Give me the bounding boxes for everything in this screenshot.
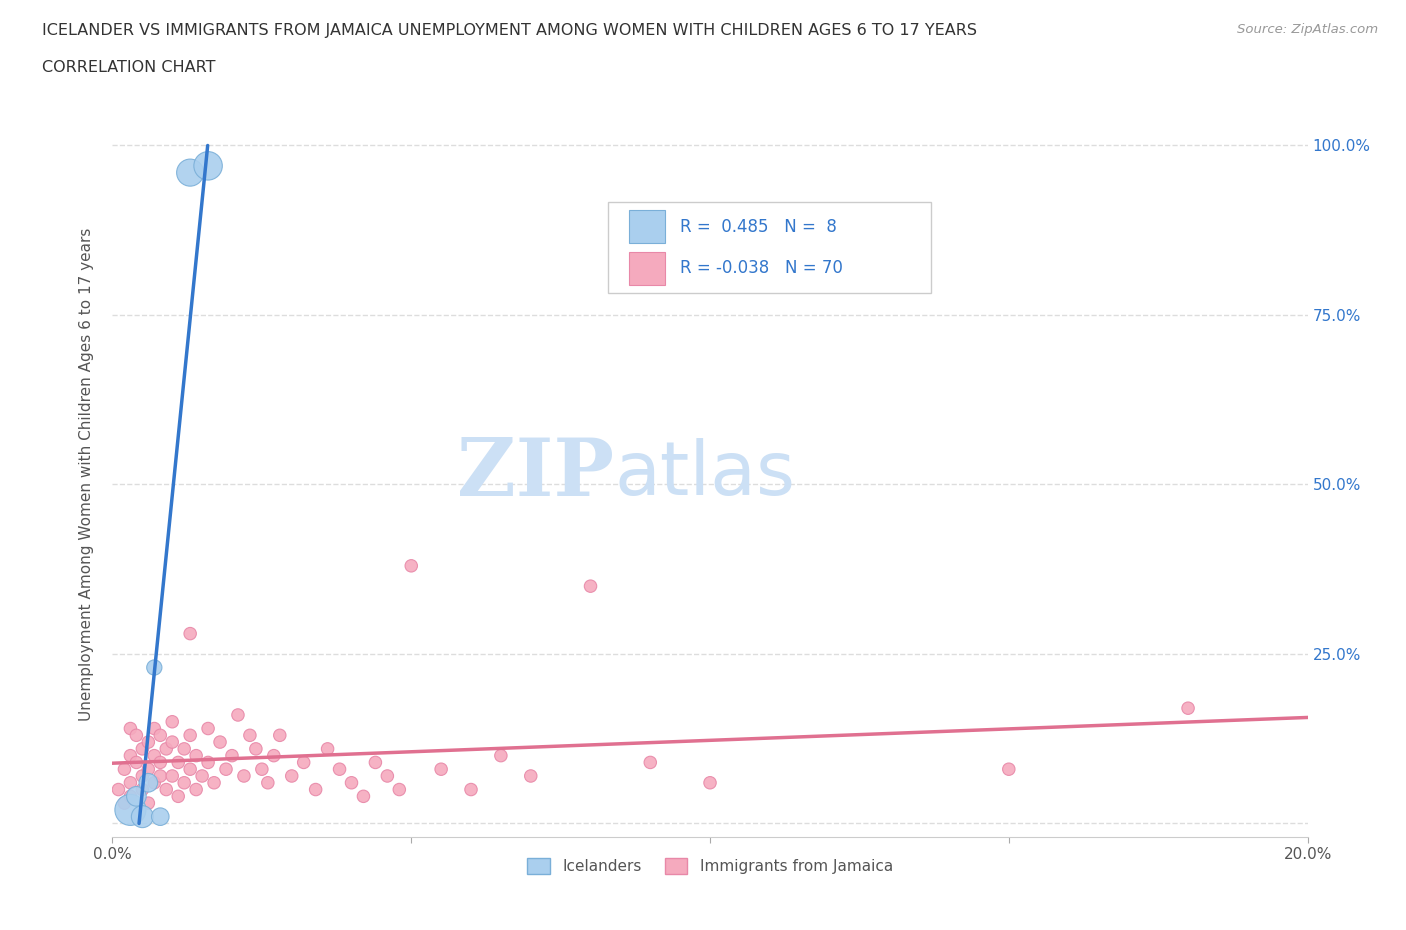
Point	[143, 721, 166, 736]
Point	[250, 762, 273, 777]
Point	[120, 721, 142, 736]
Point	[460, 782, 482, 797]
Point	[138, 735, 160, 750]
Point	[579, 578, 602, 593]
Point	[305, 782, 328, 797]
Point	[179, 166, 201, 180]
Point	[388, 782, 411, 797]
Point	[138, 796, 160, 811]
Point	[131, 782, 153, 797]
Point	[179, 728, 201, 743]
Legend: Icelanders, Immigrants from Jamaica: Icelanders, Immigrants from Jamaica	[522, 852, 898, 880]
Point	[149, 809, 172, 824]
Text: ICELANDER VS IMMIGRANTS FROM JAMAICA UNEMPLOYMENT AMONG WOMEN WITH CHILDREN AGES: ICELANDER VS IMMIGRANTS FROM JAMAICA UNE…	[42, 23, 977, 38]
Point	[149, 768, 172, 783]
Point	[329, 762, 352, 777]
Text: R = -0.038   N = 70: R = -0.038 N = 70	[681, 259, 844, 277]
Point	[131, 809, 153, 824]
Point	[191, 768, 214, 783]
Point	[173, 741, 195, 756]
Point	[186, 782, 208, 797]
Point	[125, 755, 148, 770]
Y-axis label: Unemployment Among Women with Children Ages 6 to 17 years: Unemployment Among Women with Children A…	[79, 228, 94, 721]
Point	[197, 755, 219, 770]
Point	[239, 728, 262, 743]
Point	[167, 755, 190, 770]
Point	[143, 660, 166, 675]
Point	[197, 158, 219, 173]
Point	[221, 749, 243, 764]
Point	[281, 768, 304, 783]
Point	[125, 789, 148, 804]
Point	[340, 776, 363, 790]
Point	[197, 721, 219, 736]
Point	[131, 768, 153, 783]
FancyBboxPatch shape	[609, 203, 931, 293]
Point	[120, 749, 142, 764]
Text: atlas: atlas	[614, 438, 796, 511]
Text: R =  0.485   N =  8: R = 0.485 N = 8	[681, 218, 837, 236]
Point	[107, 782, 129, 797]
Point	[143, 776, 166, 790]
Point	[162, 714, 183, 729]
Point	[202, 776, 225, 790]
Point	[401, 558, 423, 573]
Bar	[628, 210, 665, 243]
Point	[430, 762, 453, 777]
Point	[316, 741, 339, 756]
Point	[245, 741, 267, 756]
Point	[155, 741, 177, 756]
Point	[257, 776, 280, 790]
Point	[120, 776, 142, 790]
Point	[233, 768, 256, 783]
Point	[377, 768, 399, 783]
Text: Source: ZipAtlas.com: Source: ZipAtlas.com	[1237, 23, 1378, 36]
Bar	[628, 252, 665, 285]
Point	[173, 776, 195, 790]
Point	[209, 735, 232, 750]
Point	[364, 755, 387, 770]
Point	[131, 741, 153, 756]
Point	[149, 755, 172, 770]
Point	[998, 762, 1021, 777]
Point	[269, 728, 291, 743]
Point	[640, 755, 662, 770]
Point	[149, 728, 172, 743]
Point	[138, 762, 160, 777]
Point	[167, 789, 190, 804]
Point	[489, 749, 512, 764]
Point	[114, 762, 135, 777]
Point	[215, 762, 238, 777]
Point	[179, 762, 201, 777]
Point	[353, 789, 375, 804]
Point	[120, 789, 142, 804]
Point	[186, 749, 208, 764]
Point	[179, 626, 201, 641]
Text: CORRELATION CHART: CORRELATION CHART	[42, 60, 215, 75]
Point	[125, 728, 148, 743]
Point	[162, 735, 183, 750]
Point	[114, 796, 135, 811]
Point	[1177, 700, 1199, 715]
Point	[292, 755, 315, 770]
Point	[162, 768, 183, 783]
Text: ZIP: ZIP	[457, 435, 614, 513]
Point	[520, 768, 543, 783]
Point	[263, 749, 285, 764]
Point	[155, 782, 177, 797]
Point	[143, 749, 166, 764]
Point	[699, 776, 721, 790]
Point	[120, 803, 142, 817]
Point	[226, 708, 249, 723]
Point	[138, 776, 160, 790]
